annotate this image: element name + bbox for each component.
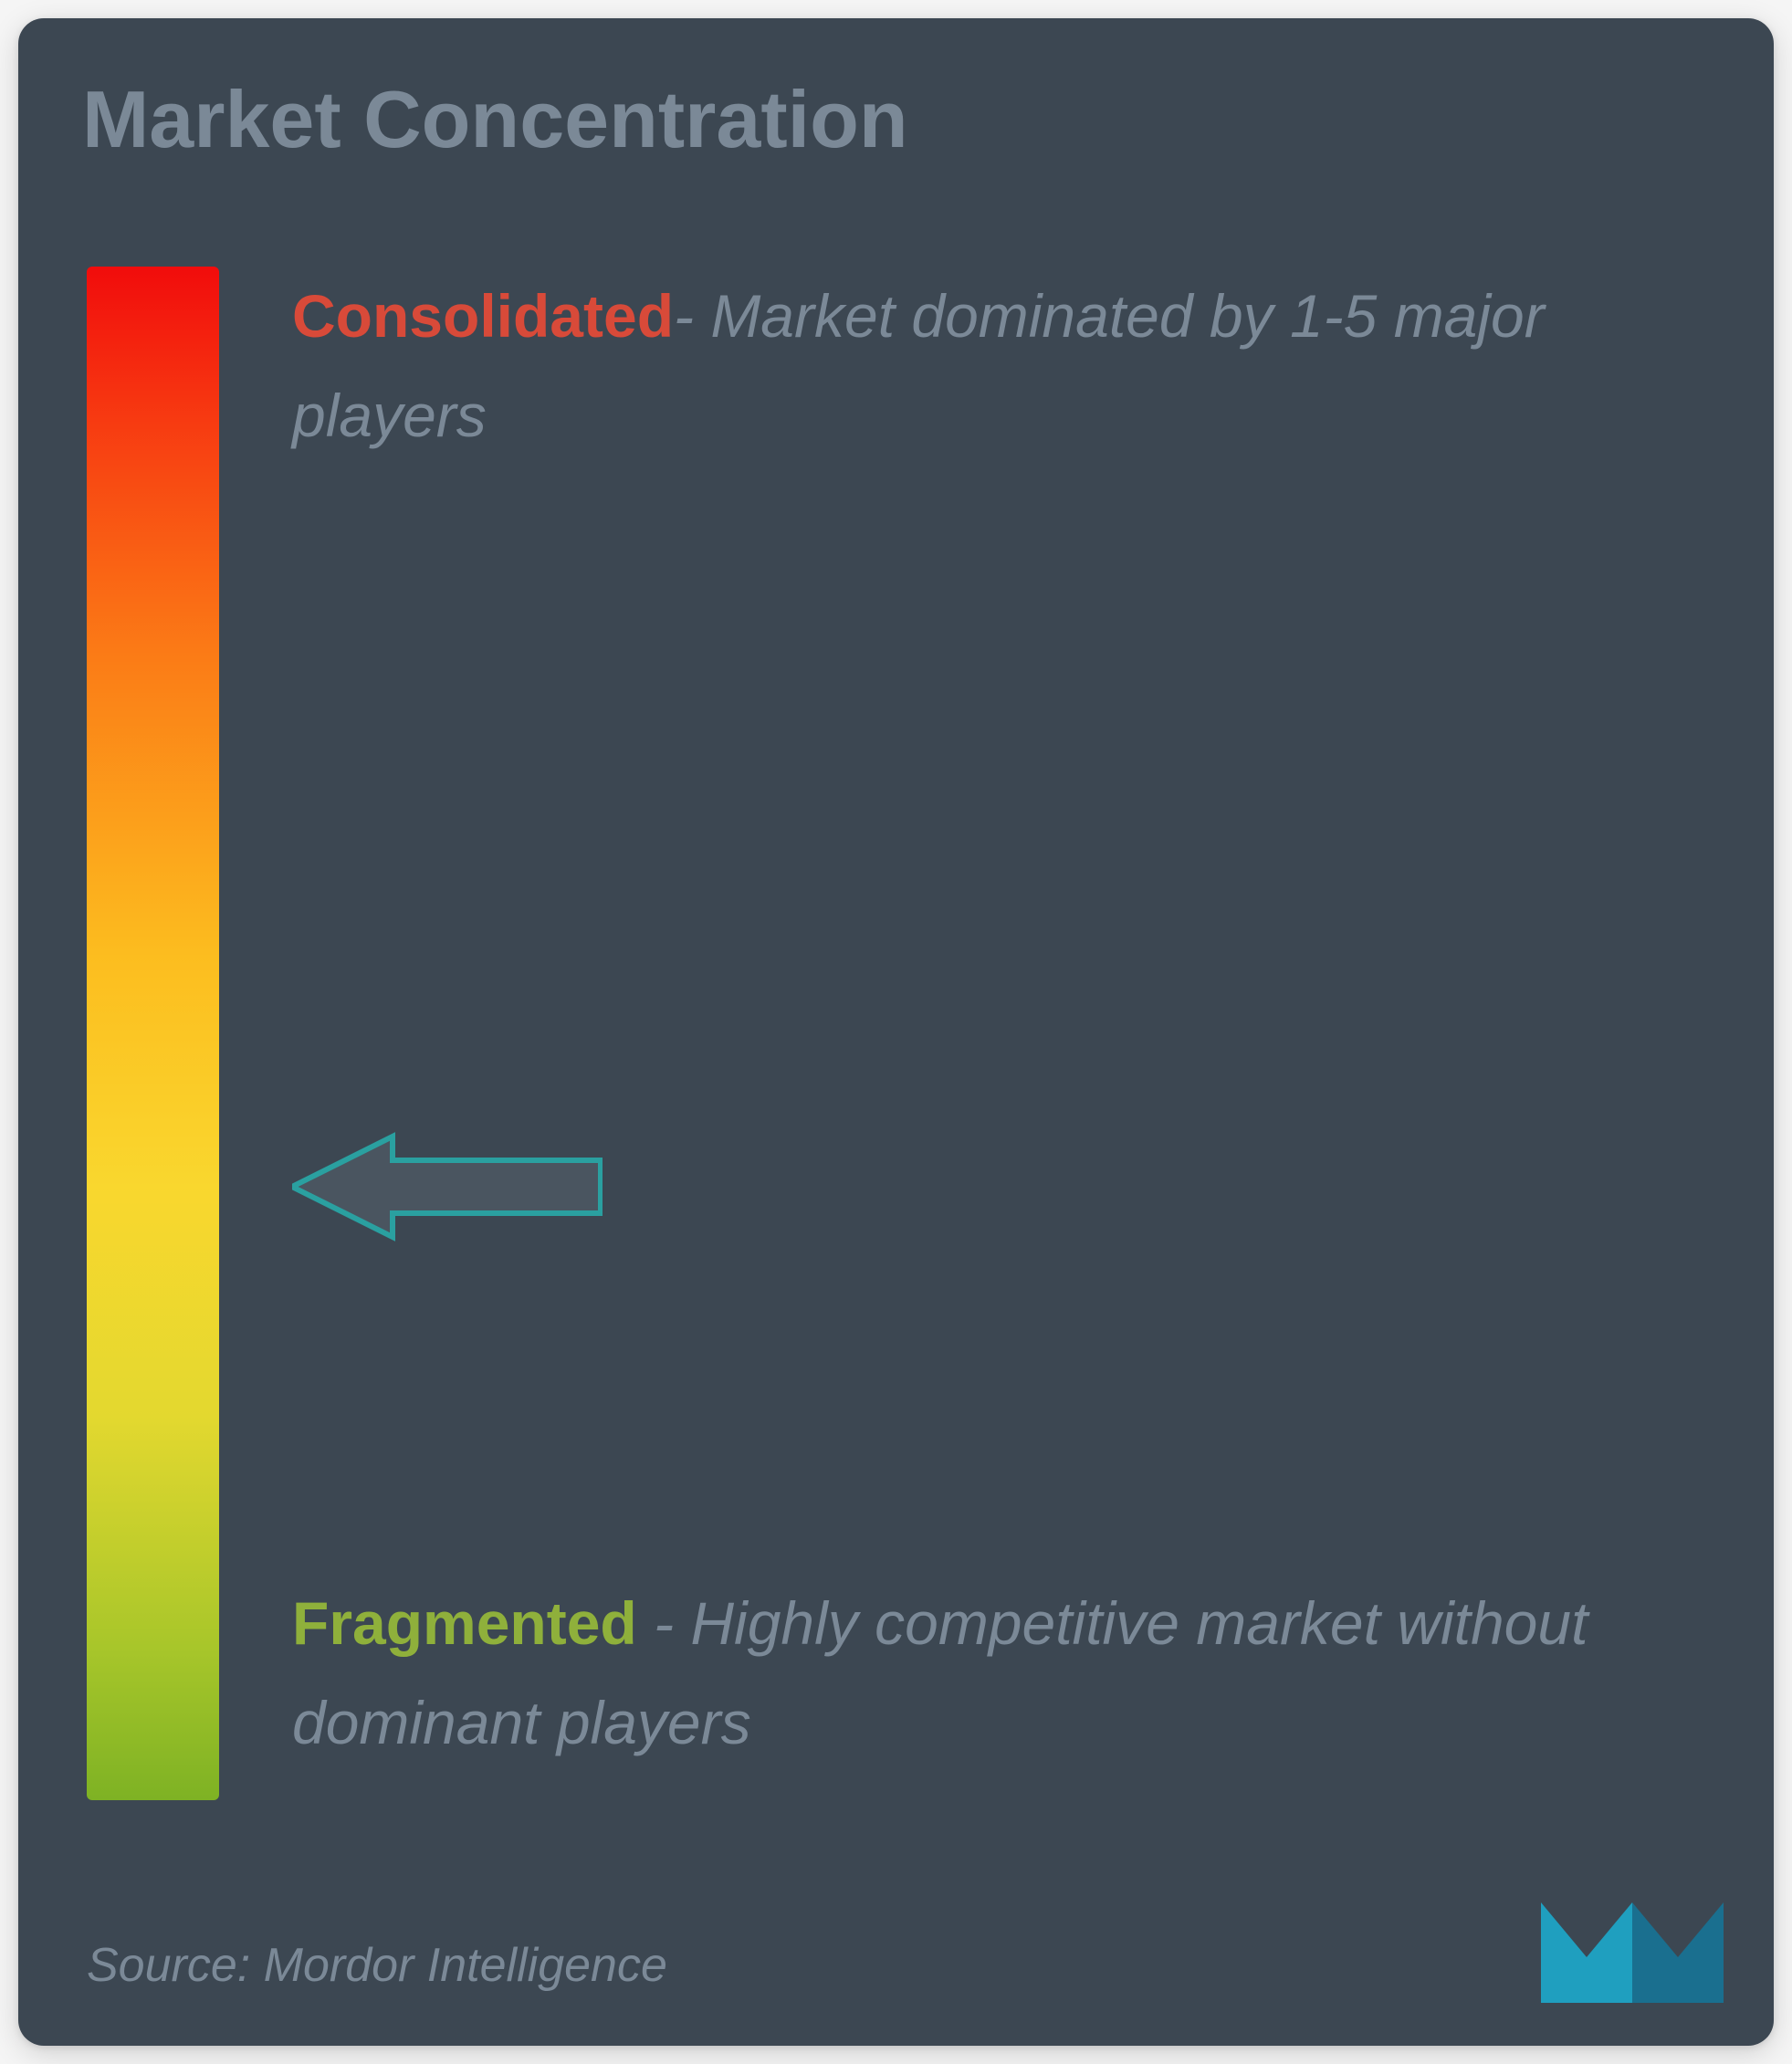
labels-column: Consolidated- Market dominated by 1-5 ma… [292,267,1719,1800]
fragmented-lead: Fragmented [292,1589,637,1657]
arrow-polygon [292,1137,601,1237]
consolidated-label: Consolidated- Market dominated by 1-5 ma… [292,267,1682,466]
card-title: Market Concentration [82,73,1719,166]
market-concentration-card: Market Concentration Consolidated- Marke… [18,18,1774,2046]
consolidated-lead: Consolidated [292,282,674,350]
arrow-svg [292,1132,603,1242]
mordor-logo-icon [1541,1895,1724,2009]
source-text: Source: Mordor Intelligence [87,1938,667,1993]
content-row: Consolidated- Market dominated by 1-5 ma… [73,267,1719,1800]
concentration-gradient-bar [87,267,219,1800]
indicator-arrow-icon [292,1132,603,1246]
fragmented-label: Fragmented - Highly competitive market w… [292,1574,1682,1773]
